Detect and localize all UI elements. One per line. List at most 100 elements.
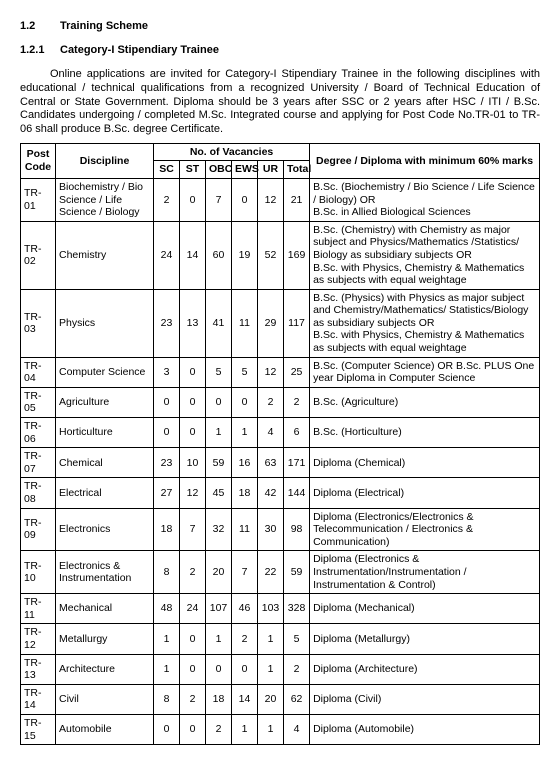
cell-discipline: Architecture: [56, 654, 154, 684]
cell-obc: 60: [206, 221, 232, 289]
cell-ur: 1: [258, 654, 284, 684]
cell-total: 5: [284, 624, 310, 654]
cell-sc: 23: [154, 448, 180, 478]
cell-degree: Diploma (Chemical): [310, 448, 540, 478]
cell-st: 0: [180, 387, 206, 417]
table-header: Post Code Discipline No. of Vacancies De…: [21, 143, 540, 178]
col-degree: Degree / Diploma with minimum 60% marks: [310, 143, 540, 178]
cell-ews: 1: [232, 418, 258, 448]
cell-total: 2: [284, 387, 310, 417]
table-row: TR-13Architecture100012Diploma (Architec…: [21, 654, 540, 684]
cell-discipline: Physics: [56, 289, 154, 357]
cell-degree: Diploma (Mechanical): [310, 594, 540, 624]
cell-ur: 42: [258, 478, 284, 508]
cell-degree: Diploma (Electronics/Electronics & Telec…: [310, 508, 540, 551]
subheading-text: Category-I Stipendiary Trainee: [60, 44, 219, 56]
cell-obc: 32: [206, 508, 232, 551]
cell-sc: 0: [154, 418, 180, 448]
cell-st: 13: [180, 289, 206, 357]
cell-ews: 1: [232, 714, 258, 744]
table-row: TR-02Chemistry2414601952169B.Sc. (Chemis…: [21, 221, 540, 289]
cell-sc: 8: [154, 684, 180, 714]
table-body: TR-01Biochemistry / Bio Science / Life S…: [21, 178, 540, 744]
cell-ur: 4: [258, 418, 284, 448]
cell-discipline: Electronics & Instrumentation: [56, 551, 154, 594]
cell-postcode: TR-07: [21, 448, 56, 478]
col-sc: SC: [154, 161, 180, 179]
cell-ews: 11: [232, 508, 258, 551]
cell-ur: 20: [258, 684, 284, 714]
cell-total: 4: [284, 714, 310, 744]
cell-ur: 29: [258, 289, 284, 357]
cell-sc: 23: [154, 289, 180, 357]
subheading-number: 1.2.1: [20, 44, 60, 56]
col-st: ST: [180, 161, 206, 179]
cell-total: 144: [284, 478, 310, 508]
cell-degree: Diploma (Architecture): [310, 654, 540, 684]
cell-ews: 7: [232, 551, 258, 594]
cell-obc: 20: [206, 551, 232, 594]
cell-sc: 2: [154, 178, 180, 221]
cell-postcode: TR-02: [21, 221, 56, 289]
cell-st: 2: [180, 551, 206, 594]
cell-ur: 12: [258, 178, 284, 221]
col-vacancies: No. of Vacancies: [154, 143, 310, 161]
table-row: TR-09Electronics18732113098Diploma (Elec…: [21, 508, 540, 551]
cell-ur: 52: [258, 221, 284, 289]
cell-st: 7: [180, 508, 206, 551]
table-row: TR-05Agriculture000022B.Sc. (Agriculture…: [21, 387, 540, 417]
cell-degree: Diploma (Electrical): [310, 478, 540, 508]
cell-sc: 27: [154, 478, 180, 508]
cell-st: 0: [180, 357, 206, 387]
table-row: TR-10Electronics & Instrumentation822072…: [21, 551, 540, 594]
cell-ur: 22: [258, 551, 284, 594]
cell-ews: 0: [232, 387, 258, 417]
subsection-heading: 1.2.1 Category-I Stipendiary Trainee: [20, 44, 540, 56]
cell-ur: 1: [258, 714, 284, 744]
cell-postcode: TR-09: [21, 508, 56, 551]
cell-st: 12: [180, 478, 206, 508]
cell-ews: 5: [232, 357, 258, 387]
cell-sc: 0: [154, 714, 180, 744]
cell-obc: 107: [206, 594, 232, 624]
cell-ews: 2: [232, 624, 258, 654]
cell-obc: 59: [206, 448, 232, 478]
cell-postcode: TR-04: [21, 357, 56, 387]
cell-discipline: Metallurgy: [56, 624, 154, 654]
cell-ews: 18: [232, 478, 258, 508]
cell-obc: 5: [206, 357, 232, 387]
cell-discipline: Computer Science: [56, 357, 154, 387]
cell-discipline: Civil: [56, 684, 154, 714]
col-ur: UR: [258, 161, 284, 179]
cell-sc: 0: [154, 387, 180, 417]
cell-degree: B.Sc. (Physics) with Physics as major su…: [310, 289, 540, 357]
cell-discipline: Biochemistry / Bio Science / Life Scienc…: [56, 178, 154, 221]
cell-sc: 3: [154, 357, 180, 387]
cell-total: 169: [284, 221, 310, 289]
cell-total: 25: [284, 357, 310, 387]
cell-obc: 41: [206, 289, 232, 357]
cell-postcode: TR-11: [21, 594, 56, 624]
cell-total: 117: [284, 289, 310, 357]
cell-ews: 11: [232, 289, 258, 357]
cell-ur: 63: [258, 448, 284, 478]
cell-obc: 1: [206, 418, 232, 448]
table-row: TR-07Chemical2310591663171Diploma (Chemi…: [21, 448, 540, 478]
cell-sc: 48: [154, 594, 180, 624]
cell-sc: 1: [154, 624, 180, 654]
col-discipline: Discipline: [56, 143, 154, 178]
cell-total: 21: [284, 178, 310, 221]
table-row: TR-01Biochemistry / Bio Science / Life S…: [21, 178, 540, 221]
col-total: Total: [284, 161, 310, 179]
cell-degree: B.Sc. (Horticulture): [310, 418, 540, 448]
cell-degree: B.Sc. (Chemistry) with Chemistry as majo…: [310, 221, 540, 289]
cell-obc: 0: [206, 387, 232, 417]
cell-postcode: TR-12: [21, 624, 56, 654]
cell-discipline: Automobile: [56, 714, 154, 744]
table-row: TR-03Physics2313411129117B.Sc. (Physics)…: [21, 289, 540, 357]
cell-sc: 1: [154, 654, 180, 684]
cell-ur: 103: [258, 594, 284, 624]
cell-postcode: TR-08: [21, 478, 56, 508]
cell-degree: Diploma (Metallurgy): [310, 624, 540, 654]
cell-sc: 24: [154, 221, 180, 289]
